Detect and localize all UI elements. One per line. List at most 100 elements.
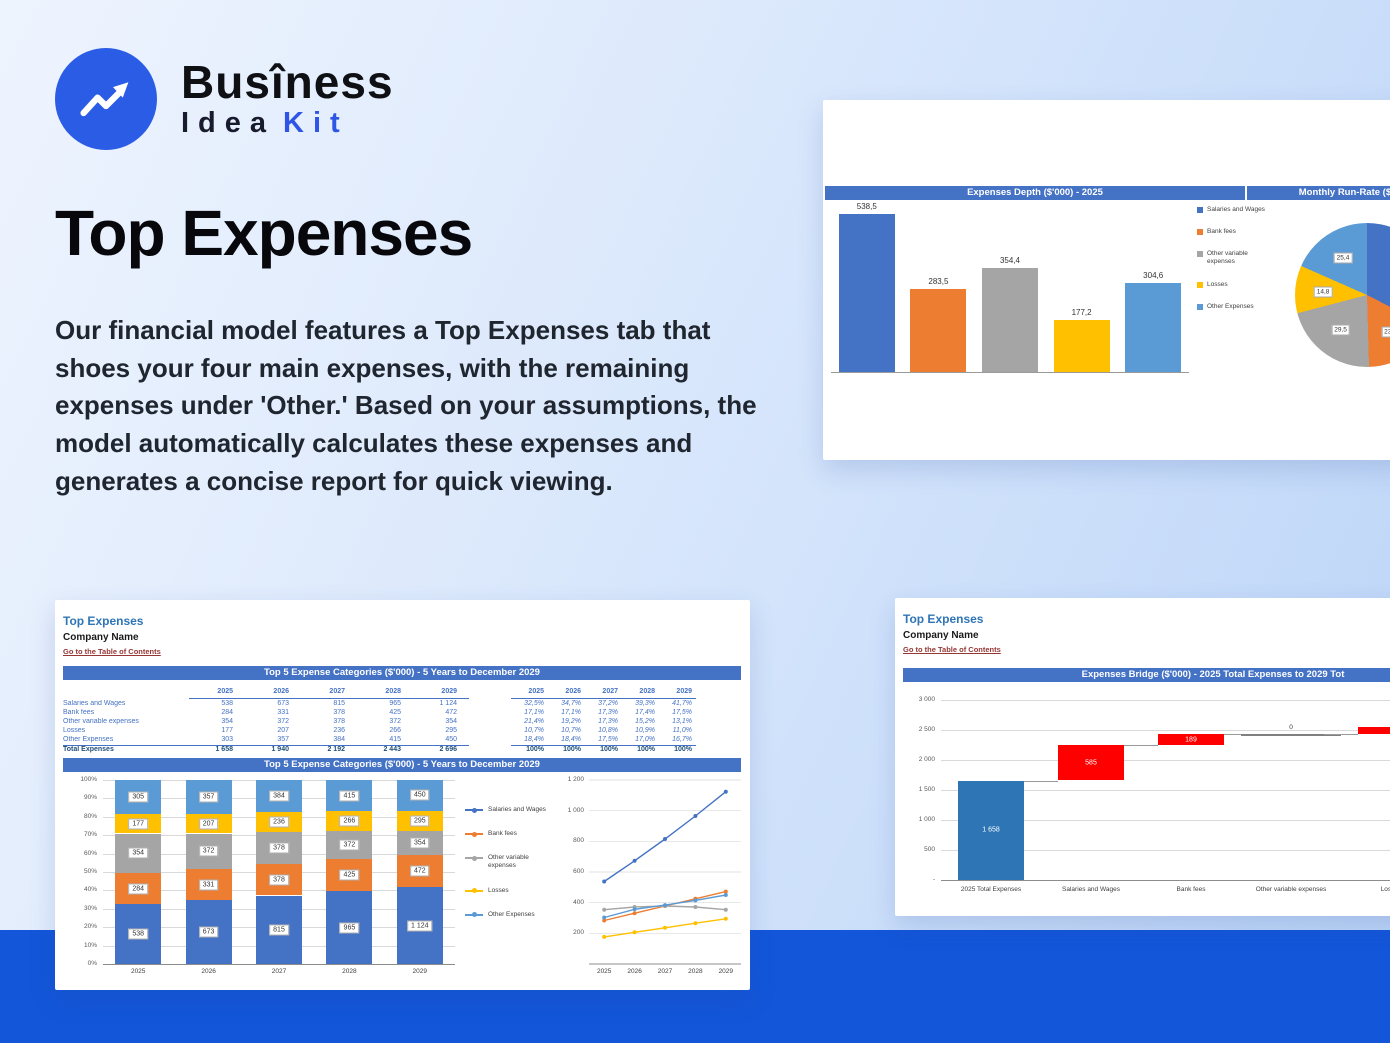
legend-label: Salaries and Wages xyxy=(488,806,546,813)
segment-value-label: 538 xyxy=(128,928,149,940)
cell-value: 415 xyxy=(389,736,401,743)
x-axis-label: Bank fees xyxy=(1176,886,1206,893)
y-axis-label: 800 xyxy=(573,837,584,845)
cell-percent: 19,2% xyxy=(561,718,581,725)
legend-item: Other variable expenses xyxy=(1197,250,1289,266)
segment-value-label: 378 xyxy=(269,874,289,886)
year-header: 2028 xyxy=(357,686,413,699)
pie-value-label: 25,4 xyxy=(1333,252,1353,264)
gridline xyxy=(941,850,1390,851)
waterfall-bar: 189 xyxy=(1158,734,1224,746)
depth-chart-legend: Salaries and Wages Bank fees Other variabl… xyxy=(1197,206,1289,311)
page-title: Top Expenses xyxy=(55,197,473,269)
year-header: 2026 xyxy=(245,686,301,699)
legend-item: Other Expenses xyxy=(465,911,557,919)
legend-swatch xyxy=(1197,281,1203,288)
cell-percent: 18,4% xyxy=(561,736,581,743)
y-axis-label: 400 xyxy=(573,898,584,906)
waterfall-bar: 1 658 xyxy=(958,780,1024,880)
bar-value-label: 189 xyxy=(1185,736,1197,744)
segment-value-label: 425 xyxy=(339,869,360,881)
zero-connector xyxy=(1241,734,1341,736)
legend-item: Salaries and Wages xyxy=(465,806,557,814)
cell-percent: 17,1% xyxy=(524,709,544,716)
y-axis-label: 2 000 xyxy=(918,756,935,763)
cell-value: 303 xyxy=(221,736,233,743)
x-axis-label: 2029 xyxy=(412,968,428,975)
x-axis-line xyxy=(941,880,1390,881)
row-label: Other Expenses xyxy=(63,736,114,743)
cell-percent: 10,7% xyxy=(524,727,544,734)
top5-stacked-bar-chart: 0% 10% 20% 30% 40% 50% 60% 70% 80% 90% 100% 538 284 3… xyxy=(63,776,468,982)
cell-percent: 11,0% xyxy=(672,727,692,734)
expenses-depth-bar-chart: 538,5 283,5 354,4 177,2 304,6 xyxy=(831,196,1189,373)
y-axis-label: 10% xyxy=(83,941,97,949)
row-label: Salaries and Wages xyxy=(63,700,126,707)
x-axis-label: 2025 Total Expenses xyxy=(960,886,1022,893)
segment-value-label: 815 xyxy=(269,924,289,936)
table-row: Losses 177 207 236 266 295 10,7% 10,7% 10,8% 10,9… xyxy=(63,726,703,735)
year-header: 2029 xyxy=(659,686,696,699)
top5-chart-header: Top 5 Expense Categories ($'000) - 5 Yea… xyxy=(63,758,741,772)
segment-value-label: 266 xyxy=(339,815,360,827)
cell-value: 2 443 xyxy=(357,744,413,753)
cell-percent: 17,4% xyxy=(635,709,655,716)
legend-label: Bank fees xyxy=(1207,228,1236,236)
screenshot-top5-sheet: Top Expenses Company Name Go to the Tabl… xyxy=(55,600,750,990)
row-label: Total Expenses xyxy=(63,744,189,753)
cell-percent: 10,7% xyxy=(561,727,581,734)
brand-logo: Busîness Idea Kit xyxy=(55,48,394,150)
y-axis-label: 1 200 xyxy=(567,776,584,783)
legend-item: Other variable expenses xyxy=(465,854,557,870)
year-header: 2029 xyxy=(413,686,469,699)
cell-percent: 17,5% xyxy=(598,736,618,743)
legend-line-marker xyxy=(465,831,483,837)
cell-value: 1 658 xyxy=(189,744,245,753)
bar-value-label: 283,5 xyxy=(928,276,949,286)
legend-item: Salaries and Wages xyxy=(1197,206,1289,214)
legend-marker-dot xyxy=(471,807,477,813)
monthly-runrate-pie-chart: 44,923,629,514,825,4 xyxy=(1295,223,1390,367)
screenshot-depth-runrate: Expenses Depth ($'000) - 2025 Monthly Ru… xyxy=(823,100,1390,460)
row-label: Losses xyxy=(63,727,86,734)
cell-value: 2 192 xyxy=(301,744,357,753)
legend-label: Other Expenses xyxy=(1207,302,1254,310)
cell-percent: 41,7% xyxy=(672,700,692,707)
brand-word-kit: Kit xyxy=(283,106,349,139)
y-axis-label: 30% xyxy=(83,904,97,912)
bar-value-label: 538,5 xyxy=(856,202,877,211)
legend-label: Salaries and Wages xyxy=(1207,206,1265,213)
x-axis-line xyxy=(103,964,455,965)
segment-value-label: 305 xyxy=(128,791,149,803)
cell-percent: 17,5% xyxy=(672,709,692,716)
cell-value: 384 xyxy=(333,736,345,743)
bar-value-label: 177,2 xyxy=(1071,308,1092,317)
y-axis-label: 1 000 xyxy=(567,806,584,814)
segment-value-label: 331 xyxy=(198,879,219,890)
y-axis-label: 3 000 xyxy=(918,696,935,703)
x-axis-label: Salaries and Wages xyxy=(1062,886,1120,893)
y-axis-label: 50% xyxy=(83,868,97,875)
cell-value: 378 xyxy=(333,718,345,725)
toc-link[interactable]: Go to the Table of Contents xyxy=(63,647,161,656)
bar-0 xyxy=(838,214,895,372)
company-name: Company Name xyxy=(63,632,139,643)
brand-name: Busîness xyxy=(181,55,394,108)
y-axis-label: 200 xyxy=(573,929,584,937)
legend-line-marker xyxy=(465,888,483,893)
cell-percent: 100% xyxy=(511,744,548,753)
cell-value: 538 xyxy=(221,700,233,707)
y-axis-label: 100% xyxy=(80,776,97,783)
gridline xyxy=(941,700,1390,701)
toc-link[interactable]: Go to the Table of Contents xyxy=(903,645,1001,654)
connector-line xyxy=(1324,734,1358,736)
legend-swatch xyxy=(1197,251,1203,258)
cell-value: 378 xyxy=(333,709,345,716)
bar-2 xyxy=(982,268,1038,372)
y-axis-label: 90% xyxy=(83,794,97,802)
y-axis-label: 1 000 xyxy=(918,816,935,823)
cell-value: 1 940 xyxy=(245,744,301,753)
legend-marker-dot xyxy=(471,912,477,918)
cell-percent: 17,3% xyxy=(598,709,618,716)
